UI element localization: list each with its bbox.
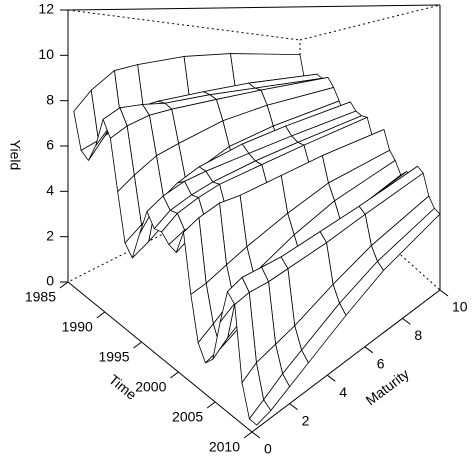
x-tick bbox=[170, 371, 179, 379]
x-tick-label: 1995 bbox=[98, 349, 129, 365]
x-tick bbox=[133, 341, 142, 349]
y-tick bbox=[402, 317, 411, 325]
y-tick bbox=[364, 346, 374, 354]
y-tick bbox=[289, 403, 298, 411]
y-tick-label: 0 bbox=[264, 441, 272, 457]
box-edge bbox=[299, 4, 441, 41]
y-tick-label: 2 bbox=[302, 412, 310, 428]
z-tick-label: 2 bbox=[46, 227, 54, 243]
y-tick-label: 4 bbox=[339, 384, 347, 400]
y-tick-label: 6 bbox=[377, 356, 385, 372]
box-edge bbox=[67, 9, 301, 41]
y-tick-label: 8 bbox=[414, 327, 422, 343]
x-tick-label: 2005 bbox=[172, 409, 203, 425]
x-tick-label: 1990 bbox=[62, 319, 93, 335]
x-tick-label: 1985 bbox=[25, 289, 56, 305]
box-edge bbox=[67, 281, 253, 433]
z-axis-label: Yield bbox=[7, 140, 23, 171]
z-tick-label: 10 bbox=[38, 46, 54, 62]
z-tick-label: 12 bbox=[38, 1, 54, 17]
box-edge bbox=[67, 164, 301, 283]
x-tick bbox=[96, 311, 106, 319]
y-tick bbox=[251, 431, 261, 439]
y-tick bbox=[439, 289, 449, 297]
z-tick-label: 0 bbox=[46, 273, 54, 289]
surface-cell bbox=[248, 399, 272, 426]
y-axis-label: Maturity bbox=[363, 366, 412, 409]
y-tick bbox=[326, 374, 336, 382]
x-tick bbox=[206, 401, 216, 409]
z-tick-label: 8 bbox=[46, 91, 54, 107]
x-tick bbox=[243, 431, 253, 439]
box-edge bbox=[251, 289, 441, 433]
y-tick-label: 10 bbox=[452, 299, 468, 315]
x-tick-label: 2000 bbox=[135, 379, 166, 395]
z-tick-label: 6 bbox=[46, 137, 54, 153]
z-tick-label: 4 bbox=[46, 182, 54, 198]
box-edge bbox=[67, 4, 441, 11]
x-tick bbox=[59, 281, 69, 289]
x-tick-label: 2010 bbox=[209, 439, 240, 455]
